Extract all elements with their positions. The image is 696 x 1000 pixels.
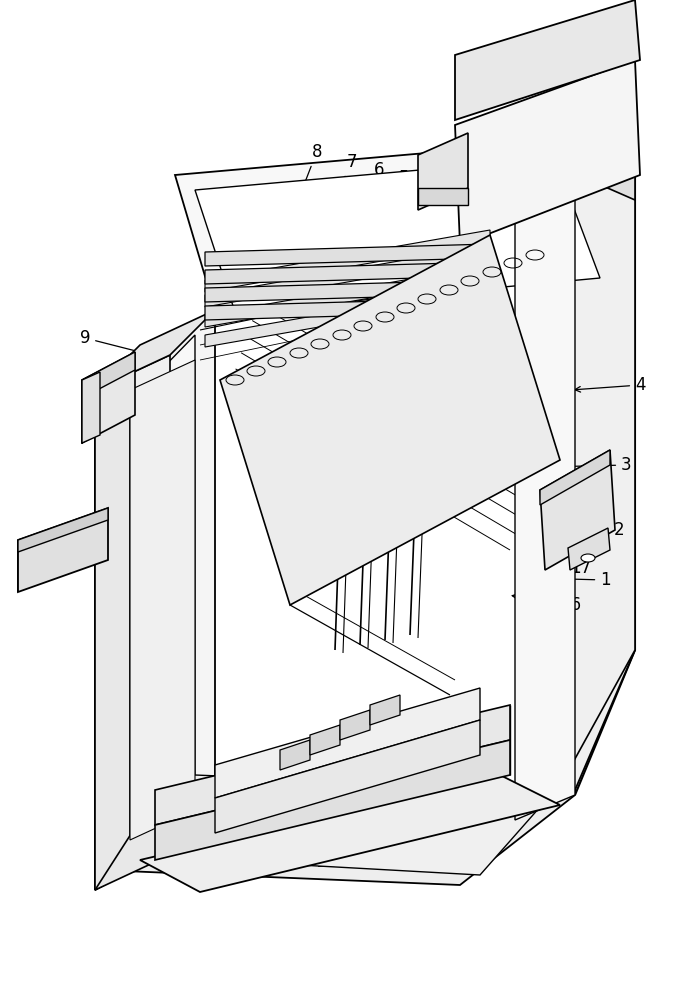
Text: 17: 17 <box>518 559 592 577</box>
Polygon shape <box>195 158 600 312</box>
Polygon shape <box>540 140 635 790</box>
Polygon shape <box>540 450 610 505</box>
Polygon shape <box>575 140 635 795</box>
Text: 9: 9 <box>79 329 148 355</box>
Polygon shape <box>155 705 510 825</box>
Polygon shape <box>205 262 490 284</box>
Polygon shape <box>100 780 575 885</box>
Text: 14: 14 <box>397 760 434 787</box>
Polygon shape <box>455 60 640 245</box>
Text: 4: 4 <box>575 376 646 394</box>
Text: 13: 13 <box>368 797 399 821</box>
Polygon shape <box>95 370 130 890</box>
Polygon shape <box>205 280 490 302</box>
Polygon shape <box>18 508 108 592</box>
Ellipse shape <box>581 554 595 562</box>
Polygon shape <box>18 508 108 552</box>
Polygon shape <box>205 265 490 327</box>
Polygon shape <box>100 310 215 870</box>
Text: 6: 6 <box>357 161 385 206</box>
Polygon shape <box>120 775 555 875</box>
Polygon shape <box>82 352 135 443</box>
Polygon shape <box>370 695 400 725</box>
Polygon shape <box>280 740 310 770</box>
Polygon shape <box>95 310 215 390</box>
Polygon shape <box>120 335 195 855</box>
Polygon shape <box>95 780 215 890</box>
Polygon shape <box>555 140 635 200</box>
Polygon shape <box>205 230 490 292</box>
Polygon shape <box>175 140 625 310</box>
Text: 16: 16 <box>512 594 581 614</box>
Text: 3: 3 <box>509 456 632 474</box>
Polygon shape <box>155 740 510 860</box>
Text: 8: 8 <box>293 143 322 211</box>
Polygon shape <box>555 140 635 795</box>
Polygon shape <box>568 528 610 570</box>
Polygon shape <box>130 360 195 840</box>
Polygon shape <box>215 688 480 798</box>
Text: 5: 5 <box>381 169 409 207</box>
Polygon shape <box>540 450 615 570</box>
Polygon shape <box>455 0 640 120</box>
Text: 2: 2 <box>526 521 625 539</box>
Polygon shape <box>95 355 170 890</box>
Polygon shape <box>205 244 490 266</box>
Text: 12: 12 <box>335 823 365 849</box>
Text: 1: 1 <box>533 571 611 589</box>
Polygon shape <box>140 775 560 892</box>
Polygon shape <box>418 188 468 205</box>
Polygon shape <box>340 710 370 740</box>
Polygon shape <box>205 285 490 347</box>
Text: 11: 11 <box>308 848 336 871</box>
Text: 15: 15 <box>429 729 468 751</box>
Text: 10: 10 <box>35 555 72 577</box>
Polygon shape <box>310 725 340 755</box>
Polygon shape <box>220 235 560 605</box>
Polygon shape <box>418 133 468 210</box>
Polygon shape <box>205 298 490 320</box>
Text: 7: 7 <box>330 153 357 209</box>
Polygon shape <box>82 352 135 398</box>
Polygon shape <box>515 140 575 820</box>
Polygon shape <box>82 372 100 443</box>
Polygon shape <box>215 720 480 833</box>
Polygon shape <box>205 245 490 307</box>
